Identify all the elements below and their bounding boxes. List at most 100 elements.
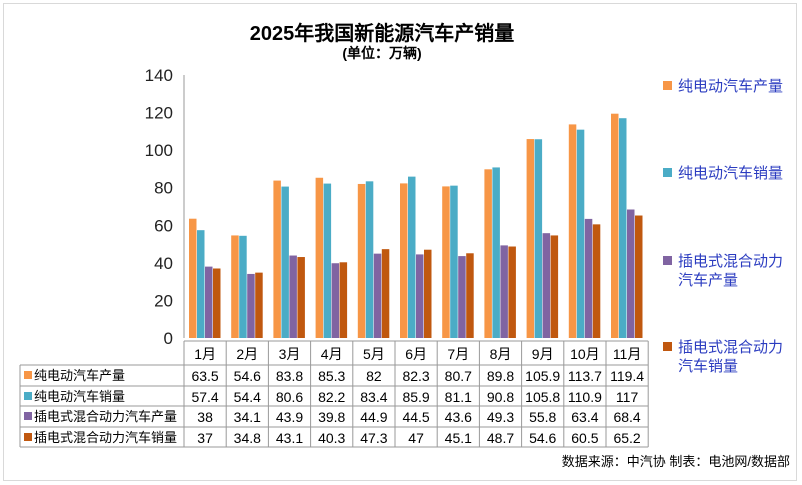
table-value: 44.9 bbox=[360, 409, 387, 425]
table-value: 48.7 bbox=[487, 430, 514, 446]
bar-4-6 bbox=[424, 249, 432, 338]
table-value: 37 bbox=[197, 430, 213, 446]
table-value: 43.9 bbox=[276, 409, 303, 425]
y-tick-label: 120 bbox=[145, 104, 173, 123]
bar-1-10 bbox=[568, 124, 577, 338]
x-category-label: 11月 bbox=[613, 346, 642, 362]
table-value: 57.4 bbox=[191, 389, 218, 405]
x-category-label: 4月 bbox=[321, 346, 343, 362]
bar-2-6 bbox=[408, 176, 416, 338]
bar-3-5 bbox=[373, 253, 382, 338]
legend-label: 插电式混合动力 bbox=[678, 339, 783, 356]
legend-key-2 bbox=[663, 168, 672, 177]
y-tick-label: 140 bbox=[145, 66, 173, 85]
bar-2-7 bbox=[450, 185, 458, 338]
bar-4-4 bbox=[339, 262, 348, 338]
y-tick-label: 20 bbox=[154, 291, 173, 310]
table-value: 44.5 bbox=[402, 409, 429, 425]
legend-key-4 bbox=[663, 342, 672, 351]
bar-1-9 bbox=[526, 139, 535, 338]
x-category-label: 2月 bbox=[236, 346, 258, 362]
bar-1-11 bbox=[611, 113, 619, 338]
table-value: 54.6 bbox=[234, 368, 261, 384]
table-value: 90.8 bbox=[487, 389, 514, 405]
table-value: 43.1 bbox=[276, 430, 303, 446]
bar-1-1 bbox=[189, 218, 197, 338]
bar-3-8 bbox=[500, 245, 508, 338]
x-category-label: 7月 bbox=[447, 346, 469, 362]
table-value: 82 bbox=[366, 368, 382, 384]
y-tick-label: 60 bbox=[154, 216, 173, 235]
bar-3-3 bbox=[289, 255, 297, 338]
bar-4-8 bbox=[508, 246, 516, 338]
table-value: 85.9 bbox=[402, 389, 429, 405]
bar-4-5 bbox=[381, 249, 390, 338]
x-category-label: 10月 bbox=[570, 346, 600, 362]
table-value: 82.3 bbox=[402, 368, 429, 384]
bar-4-11 bbox=[635, 215, 643, 338]
legend-label: 纯电动汽车产量 bbox=[678, 78, 783, 95]
x-category-label: 6月 bbox=[405, 346, 427, 362]
legend-label: 汽车销量 bbox=[678, 358, 738, 375]
legend-key-3 bbox=[663, 256, 672, 265]
chart-title: 2025年我国新能源汽车产销量 bbox=[250, 21, 515, 45]
table-legend-key bbox=[24, 392, 32, 400]
table-value: 80.6 bbox=[276, 389, 303, 405]
table-value: 45.1 bbox=[445, 430, 472, 446]
bar-4-3 bbox=[297, 257, 305, 338]
table-value: 85.3 bbox=[318, 368, 345, 384]
table-value: 117 bbox=[616, 389, 639, 405]
y-tick-label: 80 bbox=[154, 179, 173, 198]
y-tick-label: 40 bbox=[154, 254, 173, 273]
table-value: 83.4 bbox=[360, 389, 387, 405]
table-value: 113.7 bbox=[568, 368, 602, 384]
bar-2-3 bbox=[281, 186, 289, 338]
bar-3-10 bbox=[584, 218, 593, 338]
table-value: 119.4 bbox=[610, 368, 644, 384]
bar-3-2 bbox=[247, 273, 255, 338]
bar-4-1 bbox=[213, 268, 221, 338]
source-note: 数据来源：中汽协 制表：电池网/数据部 bbox=[562, 454, 790, 469]
table-value: 47.3 bbox=[360, 430, 387, 446]
chart-frame bbox=[3, 3, 797, 481]
legend-label: 纯电动汽车销量 bbox=[678, 165, 783, 182]
table-series-label: 纯电动汽车产量 bbox=[34, 368, 125, 383]
bar-2-5 bbox=[365, 181, 374, 338]
table-value: 83.8 bbox=[276, 368, 303, 384]
table-legend-key bbox=[24, 371, 32, 379]
table-value: 34.8 bbox=[234, 430, 261, 446]
table-value: 105.9 bbox=[525, 368, 560, 384]
table-legend-key bbox=[24, 433, 32, 441]
bar-1-4 bbox=[315, 177, 324, 338]
legend-label: 插电式混合动力 bbox=[678, 253, 783, 270]
table-value: 80.7 bbox=[445, 368, 472, 384]
chart-subtitle: (单位：万辆) bbox=[342, 45, 421, 61]
bar-3-6 bbox=[416, 254, 424, 338]
table-value: 54.4 bbox=[234, 389, 261, 405]
table-series-label: 纯电动汽车销量 bbox=[34, 389, 125, 404]
bar-3-7 bbox=[458, 256, 466, 338]
table-value: 54.6 bbox=[529, 430, 556, 446]
bar-2-4 bbox=[323, 183, 332, 338]
table-value: 55.8 bbox=[529, 409, 556, 425]
table-value: 68.4 bbox=[613, 409, 640, 425]
y-tick-label: 0 bbox=[164, 329, 173, 348]
table-value: 43.6 bbox=[445, 409, 472, 425]
table-value: 34.1 bbox=[234, 409, 261, 425]
table-value: 60.5 bbox=[571, 430, 598, 446]
bar-3-4 bbox=[331, 263, 340, 338]
table-value: 110.9 bbox=[568, 389, 602, 405]
table-value: 38 bbox=[197, 409, 213, 425]
bar-2-9 bbox=[534, 139, 543, 338]
bar-1-7 bbox=[442, 186, 450, 338]
table-value: 47 bbox=[408, 430, 424, 446]
bar-3-11 bbox=[627, 209, 635, 338]
table-value: 39.8 bbox=[318, 409, 345, 425]
table-value: 63.5 bbox=[191, 368, 218, 384]
bar-2-8 bbox=[492, 167, 500, 338]
table-series-label: 插电式混合动力汽车产量 bbox=[34, 409, 177, 424]
x-category-label: 9月 bbox=[532, 346, 554, 362]
x-category-label: 8月 bbox=[490, 346, 512, 362]
bar-1-8 bbox=[484, 169, 492, 338]
